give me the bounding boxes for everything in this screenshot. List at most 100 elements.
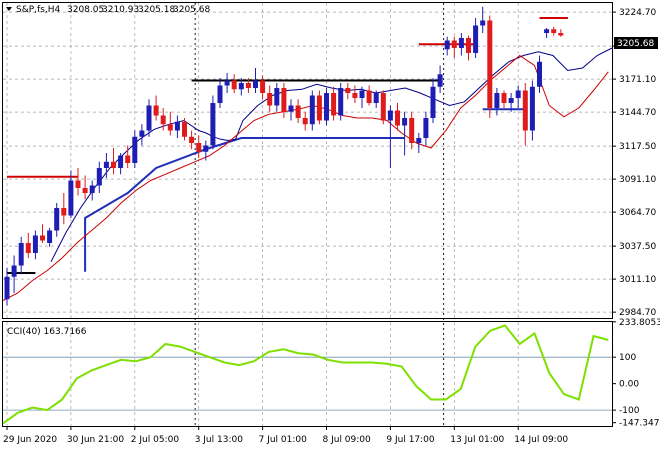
candle	[309, 90, 315, 131]
candle-body	[82, 188, 88, 193]
price-tick-label: 3224.70	[619, 8, 656, 18]
candle-body	[395, 110, 400, 126]
candle-body	[558, 33, 564, 36]
candle	[522, 83, 528, 146]
price-tick-label: 3171.10	[619, 75, 656, 85]
candle	[537, 55, 542, 93]
candle	[501, 90, 507, 108]
candle-body	[146, 105, 152, 131]
candle	[458, 33, 464, 56]
candle-body	[402, 118, 408, 126]
candle-body	[174, 121, 180, 131]
candle-body	[416, 138, 422, 143]
candle	[281, 83, 287, 118]
candle-body	[118, 155, 124, 168]
candle	[267, 85, 273, 112]
ohlc-close: 3205.68	[173, 5, 210, 15]
time-tick-label: 3 Jul 13:00	[195, 435, 244, 445]
candle	[260, 75, 266, 100]
cci-tick-label: 233.8053	[619, 318, 660, 328]
price-tick-label: 2984.70	[619, 308, 656, 318]
candle	[96, 161, 102, 193]
candle-body	[210, 103, 216, 146]
ma-blue-line	[50, 47, 613, 263]
time-tick-label: 8 Jul 09:00	[323, 435, 372, 445]
price-axis-labels: 3224.703197.503171.103144.703117.503091.…	[612, 8, 656, 318]
candle-body	[437, 74, 443, 87]
candle	[125, 145, 131, 168]
moving-averages	[2, 47, 613, 301]
candlesticks	[4, 6, 564, 306]
candle-body	[68, 180, 74, 216]
candle	[480, 6, 486, 33]
price-tick-label: 3064.70	[619, 208, 656, 218]
candle-body	[4, 276, 10, 300]
candle	[47, 228, 53, 247]
candle	[118, 153, 124, 175]
candle	[295, 99, 301, 123]
candle-body	[160, 115, 166, 125]
time-tick-label: 14 Jul 09:00	[514, 435, 568, 445]
candle-body	[537, 61, 542, 87]
candle	[4, 268, 10, 306]
price-label-box: 3205.68	[614, 37, 658, 49]
candle	[139, 124, 145, 146]
cci-panel-frame	[2, 321, 613, 427]
price-tick-label: 3011.10	[619, 275, 656, 285]
candle-body	[267, 93, 273, 106]
candle-body	[309, 95, 315, 125]
candle	[316, 90, 322, 125]
time-tick-label: 2 Jul 05:00	[131, 435, 180, 445]
candle	[82, 175, 88, 200]
candle	[529, 80, 535, 141]
candle-body	[203, 145, 209, 152]
ohlc-open: 3208.05	[67, 5, 104, 15]
price-panel-frame	[2, 2, 613, 319]
candle	[224, 73, 230, 93]
candle-body	[75, 180, 81, 188]
candle	[61, 193, 67, 225]
candle	[395, 103, 400, 131]
candle-body	[380, 93, 386, 121]
candle	[203, 140, 209, 161]
candle	[409, 111, 415, 150]
candle-body	[387, 110, 393, 121]
candle-body	[153, 105, 159, 116]
candle	[359, 86, 365, 108]
candle	[288, 99, 294, 121]
cci-tick-label: -100	[619, 406, 640, 416]
candle-body	[529, 86, 535, 131]
candle-body	[366, 90, 372, 103]
candle-body	[487, 20, 493, 108]
candle-body	[316, 95, 322, 121]
candle	[11, 255, 17, 293]
candle	[231, 74, 237, 93]
candle-body	[352, 93, 358, 98]
candle	[146, 99, 152, 137]
candle-body	[522, 90, 528, 131]
candle-body	[182, 121, 187, 137]
cci-tick-label: -147.3478	[619, 419, 660, 429]
candle	[189, 130, 195, 150]
candle-body	[373, 93, 379, 103]
candle	[352, 85, 358, 103]
candle	[515, 85, 521, 108]
candle-body	[47, 230, 53, 243]
candle-body	[139, 130, 145, 137]
candle	[238, 78, 244, 96]
candle-body	[480, 20, 486, 26]
candle	[508, 93, 514, 112]
cci-tick-label: 100	[619, 353, 636, 363]
candle	[75, 168, 81, 196]
price-tick-label: 3144.70	[619, 108, 656, 118]
dropdown-triangle-icon[interactable]	[6, 7, 12, 11]
candle	[132, 130, 138, 168]
candle-body	[189, 136, 195, 143]
candle	[324, 88, 329, 126]
candle-body	[11, 265, 17, 277]
time-axis-labels: 29 Jun 2020 30 Jun 21:00 2 Jul 05:00 3 Jul …	[3, 426, 568, 445]
candle	[68, 170, 74, 218]
cci-title: CCI(40) 163.7166	[7, 327, 87, 337]
candle-body	[338, 88, 344, 116]
